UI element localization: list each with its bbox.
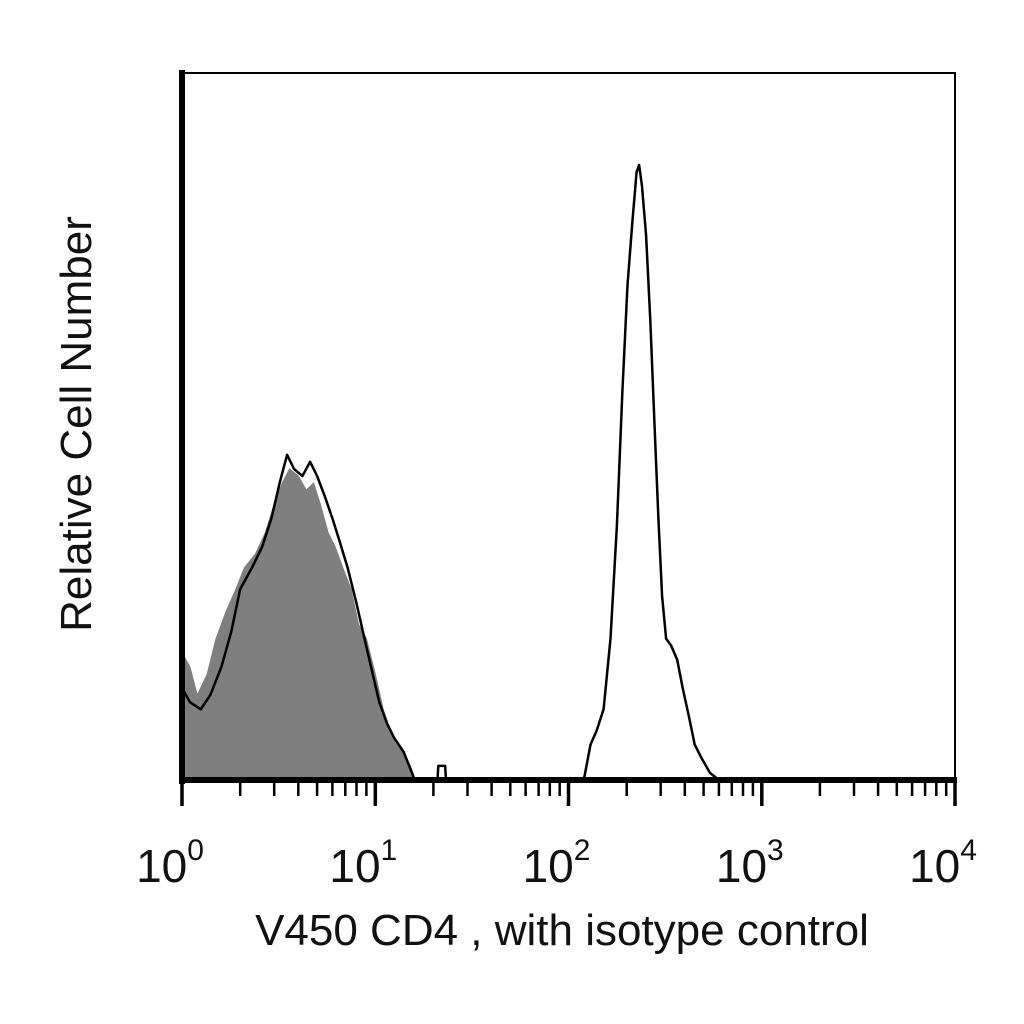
x-axis-title: V450 CD4 , with isotype control	[255, 906, 869, 955]
x-tick-label: 102	[523, 834, 591, 892]
x-axis-ticks	[180, 780, 957, 806]
y-axis-title: Relative Cell Number	[52, 216, 101, 632]
x-axis-tick-labels: 100 101 102 103 104	[136, 834, 977, 892]
x-tick-label: 103	[716, 834, 784, 892]
x-tick-label: 101	[329, 834, 397, 892]
x-tick-label: 104	[909, 834, 977, 892]
x-tick-label: 100	[136, 834, 204, 892]
